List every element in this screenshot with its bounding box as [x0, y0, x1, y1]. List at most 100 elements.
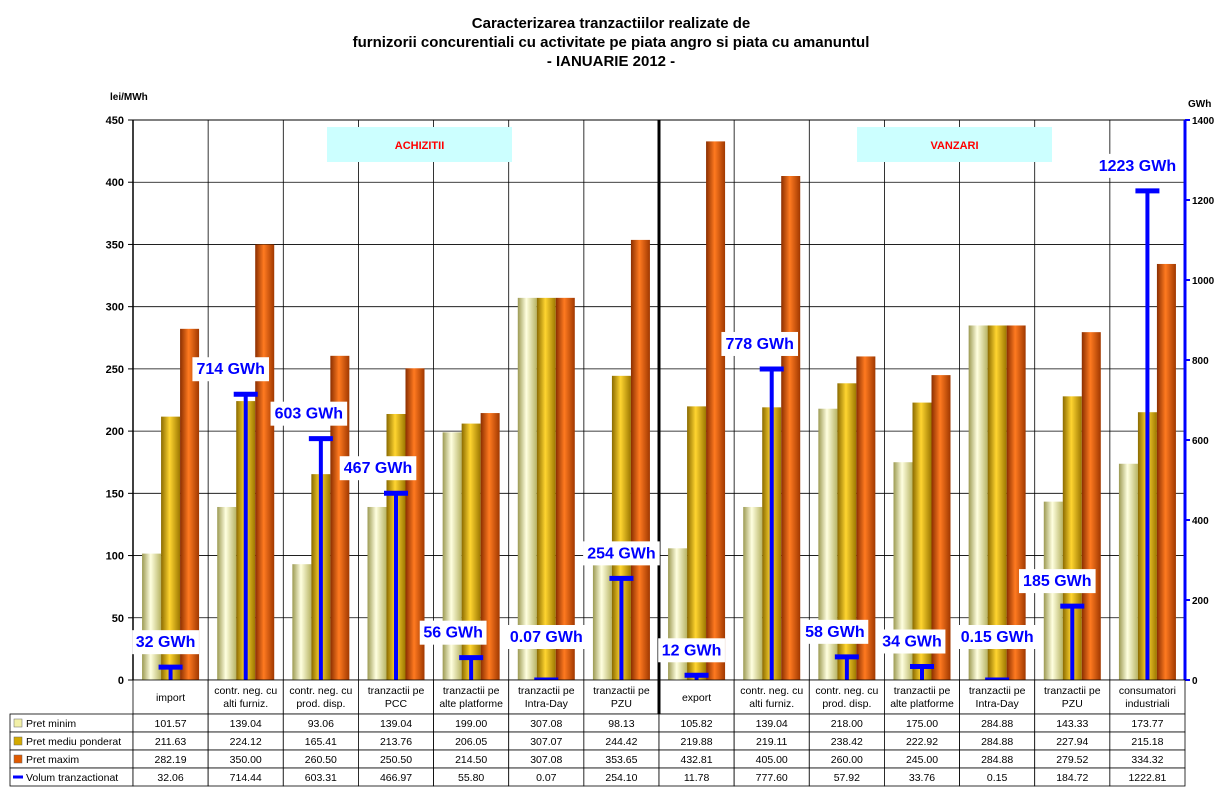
- data-cell-value: 307.08: [530, 718, 562, 730]
- y-axis-right-label: GWh: [1188, 99, 1211, 110]
- volume-data-label: 32 GWh: [136, 634, 196, 651]
- axes: 0 50 100 150 200 250 300 350 400 450 lei/MWh 0 200 40…: [106, 92, 1215, 687]
- category-label: alte platforme: [890, 698, 954, 710]
- data-cell-value: 307.07: [530, 736, 562, 748]
- volume-label-bg: [419, 620, 487, 645]
- data-cell-value: 227.94: [1056, 736, 1088, 748]
- data-cell-value: 1222.81: [1128, 772, 1166, 784]
- bar-pret-minim: [517, 297, 537, 680]
- y-axis-left-label: lei/MWh: [110, 92, 148, 103]
- bar-pret-minim: [818, 408, 838, 680]
- category-label: consumatori: [1119, 685, 1176, 697]
- data-cell-value: 139.04: [380, 718, 412, 730]
- volume-data-label: 1223 GWh: [1099, 158, 1176, 175]
- bar-pret-minim: [142, 553, 162, 680]
- row-header-label: Pret maxim: [26, 754, 79, 766]
- bar-pret-maxim: [480, 413, 500, 680]
- volume-data-label: 778 GWh: [725, 336, 793, 353]
- category-label: tranzactii pe: [593, 685, 650, 697]
- data-cell-value: 143.33: [1056, 718, 1088, 730]
- category-label: PZU: [1062, 698, 1083, 710]
- volume-label-bg: [192, 357, 270, 382]
- bar-pret-maxim: [255, 244, 275, 680]
- category-label: tranzactii pe: [894, 685, 951, 697]
- category-label: export: [682, 692, 711, 704]
- bar-pret-mediu-ponderat: [161, 416, 181, 680]
- data-cell-value: 175.00: [906, 718, 938, 730]
- category-label: Intra-Day: [976, 698, 1020, 710]
- bar-pret-maxim: [856, 356, 876, 680]
- category-label: contr. neg. cu: [214, 685, 277, 697]
- legend-swatch: [13, 754, 23, 764]
- volume-markers: 32 GWh 714 GWh 603 GWh 467 GWh 56 GWh 0.07 GW…: [132, 153, 1181, 683]
- volume-data-label: 714 GWh: [196, 361, 264, 378]
- volume-data-label: 603 GWh: [275, 406, 343, 423]
- category-label: tranzactii pe: [368, 685, 425, 697]
- y-tick-label-left: 350: [106, 239, 124, 251]
- data-cell-value: 284.88: [981, 736, 1013, 748]
- bar-pret-maxim: [405, 368, 425, 680]
- data-cell-value: 219.11: [756, 736, 787, 748]
- volume-data-label: 56 GWh: [423, 625, 483, 642]
- y-tick-label-left: 50: [112, 613, 124, 625]
- data-cell-value: 0.15: [987, 772, 1008, 784]
- data-cell-value: 282.19: [155, 754, 187, 766]
- bar-pret-mediu-ponderat: [987, 325, 1007, 680]
- data-cell-value: 139.04: [230, 718, 262, 730]
- y-tick-label-right: 1200: [1192, 196, 1215, 207]
- data-cell-value: 353.65: [605, 754, 637, 766]
- volume-label-bg: [658, 638, 725, 663]
- category-label: contr. neg. cu: [289, 685, 352, 697]
- data-cell-value: 260.50: [305, 754, 337, 766]
- volume-label-bg: [270, 401, 348, 426]
- bar-pret-minim: [968, 325, 988, 680]
- category-cell: [733, 679, 810, 715]
- category-label: tranzactii pe: [1044, 685, 1101, 697]
- volume-data-label: 185 GWh: [1023, 573, 1091, 590]
- category-label: alte platforme: [439, 698, 503, 710]
- volume-label-bg: [583, 541, 660, 566]
- section-label: ACHIZITII: [395, 140, 445, 152]
- bar-pret-mediu-ponderat: [837, 383, 857, 680]
- data-cell-value: 238.42: [831, 736, 863, 748]
- data-cell-value: 279.52: [1056, 754, 1088, 766]
- data-cell-value: 777.60: [756, 772, 788, 784]
- data-cell-value: 33.76: [909, 772, 935, 784]
- data-cell-value: 219.88: [681, 736, 713, 748]
- volume-data-label: 34 GWh: [882, 633, 942, 650]
- y-tick-label-left: 200: [106, 426, 124, 438]
- volume-label-bg: [1018, 569, 1096, 594]
- data-cell-value: 350.00: [230, 754, 262, 766]
- category-cell: [282, 679, 359, 715]
- data-cell-value: 222.92: [906, 736, 938, 748]
- bar-pret-maxim: [931, 375, 951, 680]
- data-cell-value: 714.44: [230, 772, 262, 784]
- data-cell-value: 139.04: [756, 718, 788, 730]
- y-tick-label-left: 400: [106, 177, 124, 189]
- volume-label-bg: [953, 625, 1041, 649]
- category-label: tranzactii pe: [443, 685, 500, 697]
- volume-data-label: 58 GWh: [805, 624, 865, 641]
- data-cell-value: 432.81: [681, 754, 713, 766]
- chart-title-line-3: - IANUARIE 2012 -: [546, 53, 676, 70]
- data-cell-value: 405.00: [756, 754, 788, 766]
- category-cell: [358, 679, 434, 715]
- legend-swatch: [13, 736, 23, 746]
- bar-pret-maxim: [555, 297, 575, 680]
- volume-data-label: 254 GWh: [587, 545, 655, 562]
- data-cell-value: 165.41: [305, 736, 337, 748]
- category-label: contr. neg. cu: [815, 685, 878, 697]
- category-label: tranzactii pe: [969, 685, 1026, 697]
- data-cell-value: 57.92: [834, 772, 860, 784]
- bar-pret-mediu-ponderat: [461, 423, 481, 680]
- data-cell-value: 245.00: [906, 754, 938, 766]
- section-label-box: [857, 127, 1052, 162]
- bar-pret-maxim: [1156, 263, 1176, 680]
- y-tick-label-right: 1400: [1192, 116, 1215, 127]
- category-cell: [207, 679, 284, 715]
- volume-label-bg: [878, 629, 946, 654]
- data-cell-value: 284.88: [981, 718, 1013, 730]
- volume-data-label: 0.15 GWh: [961, 629, 1034, 646]
